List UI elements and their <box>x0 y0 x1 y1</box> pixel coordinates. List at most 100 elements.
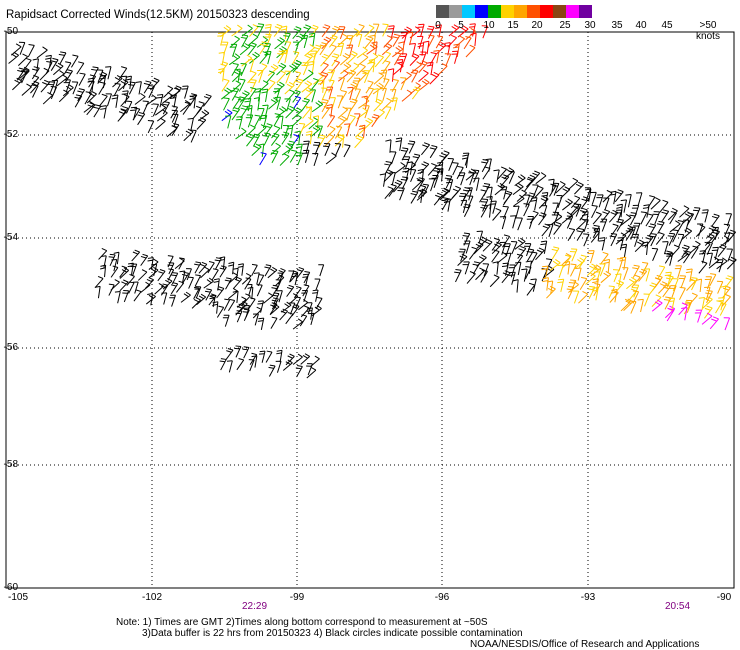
wind-barb <box>171 122 180 137</box>
wind-barb <box>354 135 364 149</box>
wind-barb <box>412 153 421 167</box>
wind-barb <box>493 169 500 183</box>
wind-barb <box>292 318 303 330</box>
wind-barb <box>182 101 191 115</box>
wind-barb <box>21 70 28 84</box>
wind-barb <box>476 230 484 244</box>
wind-barb <box>593 227 601 242</box>
wind-barb <box>8 51 20 64</box>
wind-barb <box>705 289 713 304</box>
wind-barb <box>546 280 554 294</box>
wind-barb <box>526 282 536 296</box>
wind-barb <box>241 273 252 285</box>
wind-barb <box>449 188 459 202</box>
wind-barb <box>508 170 515 184</box>
wind-barb <box>221 87 232 100</box>
wind-barb <box>447 157 455 172</box>
wind-barb <box>384 186 394 200</box>
wind-barb <box>220 25 232 37</box>
wind-barb <box>196 293 207 306</box>
wind-barb <box>197 109 210 122</box>
wind-barb <box>264 123 273 137</box>
wind-barb <box>86 102 96 116</box>
wind-barb <box>500 174 510 188</box>
wind-barb <box>325 152 337 165</box>
wind-barb <box>58 89 69 103</box>
wind-barb <box>465 187 473 201</box>
wind-barb <box>169 94 177 108</box>
wind-barb <box>256 36 269 48</box>
wind-barb <box>259 41 268 55</box>
wind-barb <box>463 240 471 254</box>
lon-tick-label: -102 <box>141 592 162 603</box>
wind-barb <box>551 182 560 196</box>
wind-barb <box>523 194 531 208</box>
wind-barb <box>266 79 276 93</box>
wind-barb <box>690 245 699 259</box>
wind-barb <box>428 178 436 192</box>
wind-barb <box>276 62 287 76</box>
wind-barb <box>321 99 329 113</box>
wind-barb <box>281 49 289 64</box>
wind-barb <box>264 23 272 38</box>
wind-barb <box>224 115 232 129</box>
wind-barb <box>392 45 404 58</box>
wind-barb <box>468 172 475 186</box>
wind-barb <box>356 46 368 59</box>
wind-barb <box>292 60 302 73</box>
wind-barb <box>400 147 409 161</box>
wind-barb <box>625 227 634 241</box>
wind-barb <box>292 26 302 40</box>
wind-barb <box>406 161 413 175</box>
wind-barb <box>437 63 448 76</box>
wind-barb <box>40 79 50 93</box>
wind-barb <box>27 44 35 58</box>
wind-barb <box>704 305 713 319</box>
wind-barb <box>170 105 178 119</box>
wind-barb <box>147 292 154 306</box>
wind-barb <box>36 46 48 59</box>
wind-barb <box>417 177 425 191</box>
wind-barb <box>524 266 532 280</box>
wind-barb <box>155 117 166 131</box>
wind-barb <box>440 150 450 164</box>
wind-barb <box>512 279 519 293</box>
wind-barb <box>301 290 309 303</box>
wind-barb <box>252 133 261 147</box>
wind-barb <box>292 89 301 103</box>
wind-barb <box>601 209 611 223</box>
wind-barb <box>207 261 215 274</box>
wind-barb <box>664 250 673 264</box>
wind-barb <box>245 114 254 128</box>
wind-barb <box>719 235 730 248</box>
wind-barb <box>128 81 136 95</box>
wind-barb <box>711 229 720 243</box>
wind-barb <box>181 85 189 99</box>
wind-barb <box>677 233 685 247</box>
wind-barb <box>433 192 443 206</box>
wind-barb <box>701 209 709 223</box>
wind-barb <box>583 233 590 247</box>
wind-barb <box>180 99 191 113</box>
wind-barb <box>273 23 283 37</box>
wind-barb <box>576 227 585 241</box>
wind-barb <box>390 89 397 103</box>
wind-barb <box>567 227 576 242</box>
wind-barb <box>514 253 524 267</box>
wind-barb <box>135 81 142 95</box>
wind-barb <box>118 78 129 92</box>
wind-barb <box>299 314 308 327</box>
wind-barb <box>286 124 294 139</box>
wind-barb <box>29 74 40 88</box>
wind-barb <box>346 44 354 58</box>
wind-barb <box>435 35 444 49</box>
wind-barb <box>715 300 723 314</box>
wind-barb <box>503 243 511 257</box>
wind-barb <box>551 211 560 225</box>
wind-barb <box>681 307 688 321</box>
wind-barb <box>473 177 480 191</box>
wind-barb <box>436 41 447 55</box>
wind-barb <box>463 36 472 50</box>
wind-barb <box>310 77 320 91</box>
wind-barb <box>284 41 292 55</box>
